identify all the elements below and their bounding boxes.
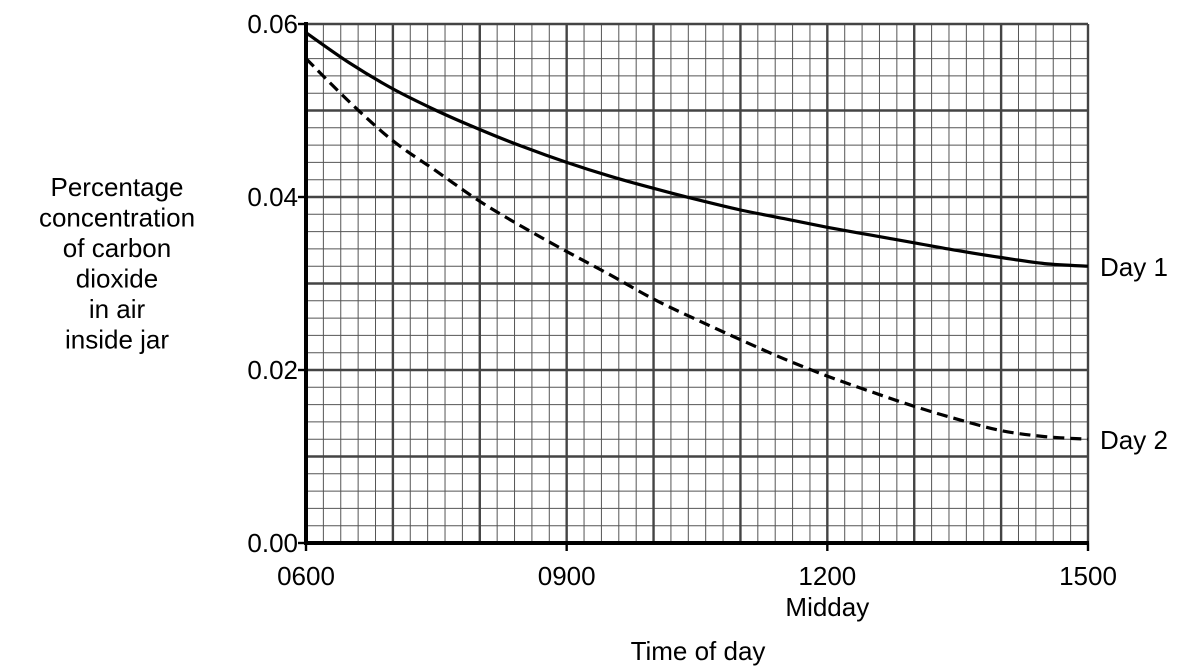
x-tick-label: 0900	[538, 561, 596, 591]
y-tick-label: 0.00	[247, 528, 298, 558]
x-tick-label: 0600	[277, 561, 335, 591]
series-labels: Day 1 Day 2	[1100, 252, 1168, 455]
series-label-day-1: Day 1	[1100, 252, 1168, 282]
axes	[298, 22, 1090, 551]
y-axis-title-line: concentration	[39, 203, 195, 233]
x-axis-title: Time of day	[631, 636, 766, 666]
y-axis-title-line: of carbon	[63, 233, 171, 263]
y-tick-label: 0.02	[247, 355, 298, 385]
y-axis-title-line: dioxide	[76, 264, 158, 294]
y-tick-labels: 0.00 0.02 0.04 0.06	[247, 9, 298, 558]
series-label-day-2: Day 2	[1100, 425, 1168, 455]
y-axis-title-line: inside jar	[65, 325, 169, 355]
y-tick-label: 0.04	[247, 182, 298, 212]
series-line-day-1	[305, 31, 1089, 268]
x-tick-label: 1500	[1059, 561, 1117, 591]
series-layer	[304, 31, 1089, 441]
series-line-day-2	[304, 57, 1089, 441]
major-grid	[306, 22, 1090, 543]
y-tick-label: 0.06	[247, 9, 298, 39]
y-axis-title: Percentage concentration of carbon dioxide i…	[39, 172, 195, 355]
y-axis-title-line: in air	[89, 294, 146, 324]
x-tick-label: 1200	[798, 561, 856, 591]
y-axis-title-line: Percentage	[51, 172, 184, 202]
x-tick-sublabel: Midday	[785, 592, 869, 622]
